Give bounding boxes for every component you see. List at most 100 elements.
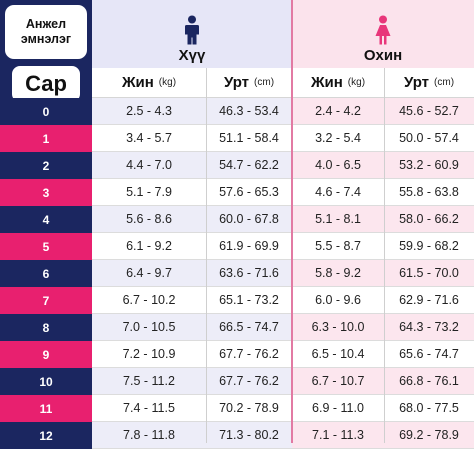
month-cell: 9 (0, 341, 92, 368)
month-cell: 6 (0, 260, 92, 287)
girl-height-cell: 64.3 - 73.2 (384, 314, 474, 341)
girl-weight-cell: 4.6 - 7.4 (292, 179, 384, 206)
boy-height-unit: (cm) (254, 77, 275, 88)
month-cell: 8 (0, 314, 92, 341)
table-row: 12 7.8 - 11.8 71.3 - 80.2 7.1 - 11.3 69.2 - … (0, 422, 474, 449)
table-row: 6 6.4 - 9.7 63.6 - 71.6 5.8 - 9.2 61.5 - 70.… (0, 260, 474, 287)
boy-height-cell: 54.7 - 62.2 (206, 152, 292, 179)
table-row: 2 4.4 - 7.0 54.7 - 62.2 4.0 - 6.5 53.2 - 60.… (0, 152, 474, 179)
boy-height-cell: 67.7 - 76.2 (206, 368, 292, 395)
table-row: 10 7.5 - 11.2 67.7 - 76.2 6.7 - 10.7 66.8 - … (0, 368, 474, 395)
girl-weight-cell: 3.2 - 5.4 (292, 125, 384, 152)
boy-weight-header: Жин (kg) (92, 68, 206, 98)
month-cell: 4 (0, 206, 92, 233)
boy-height-title: Урт (223, 74, 250, 91)
girl-weight-cell: 6.0 - 9.6 (292, 287, 384, 314)
month-cell: 7 (0, 287, 92, 314)
boy-weight-cell: 6.4 - 9.7 (92, 260, 206, 287)
boy-icon (185, 15, 199, 45)
boy-height-cell: 46.3 - 53.4 (206, 98, 292, 125)
boy-weight-cell: 5.1 - 7.9 (92, 179, 206, 206)
clinic-title-box: Анжел эмнэлэг (5, 5, 87, 59)
column-divider (206, 68, 207, 443)
table-row: 5 6.1 - 9.2 61.9 - 69.9 5.5 - 8.7 59.9 - 68.… (0, 233, 474, 260)
girl-weight-cell: 2.4 - 4.2 (292, 98, 384, 125)
girl-weight-unit: (kg) (347, 77, 366, 88)
boy-height-cell: 67.7 - 76.2 (206, 341, 292, 368)
boy-height-cell: 71.3 - 80.2 (206, 422, 292, 449)
girl-height-title: Урт (403, 74, 430, 91)
girl-weight-cell: 5.1 - 8.1 (292, 206, 384, 233)
girl-weight-cell: 7.1 - 11.3 (292, 422, 384, 449)
month-header: Сар (12, 66, 80, 102)
table-row: 11 7.4 - 11.5 70.2 - 78.9 6.9 - 11.0 68.0 - … (0, 395, 474, 422)
girl-height-unit: (cm) (434, 77, 455, 88)
girl-icon (375, 15, 391, 45)
clinic-title-line1: Анжел (25, 17, 67, 31)
boy-weight-cell: 6.1 - 9.2 (92, 233, 206, 260)
girl-height-cell: 55.8 - 63.8 (384, 179, 474, 206)
girl-weight-cell: 6.9 - 11.0 (292, 395, 384, 422)
girl-height-cell: 66.8 - 76.1 (384, 368, 474, 395)
table-row: 9 7.2 - 10.9 67.7 - 76.2 6.5 - 10.4 65.6 - 7… (0, 341, 474, 368)
boy-height-cell: 60.0 - 67.8 (206, 206, 292, 233)
table-row: 4 5.6 - 8.6 60.0 - 67.8 5.1 - 8.1 58.0 - 66.… (0, 206, 474, 233)
boy-label: Хүү (178, 47, 206, 64)
month-cell: 3 (0, 179, 92, 206)
boy-weight-cell: 5.6 - 8.6 (92, 206, 206, 233)
girl-weight-cell: 4.0 - 6.5 (292, 152, 384, 179)
table-row: 1 3.4 - 5.7 51.1 - 58.4 3.2 - 5.4 50.0 - 57.… (0, 125, 474, 152)
boy-weight-cell: 7.5 - 11.2 (92, 368, 206, 395)
girl-weight-cell: 5.5 - 8.7 (292, 233, 384, 260)
boy-height-header: Урт (cm) (206, 68, 292, 98)
boy-header: Хүү (92, 0, 292, 68)
month-cell: 1 (0, 125, 92, 152)
girl-height-cell: 53.2 - 60.9 (384, 152, 474, 179)
boy-height-cell: 63.6 - 71.6 (206, 260, 292, 287)
girl-height-cell: 69.2 - 78.9 (384, 422, 474, 449)
column-divider (384, 68, 385, 443)
table-row: 7 6.7 - 10.2 65.1 - 73.2 6.0 - 9.6 62.9 - 71… (0, 287, 474, 314)
boy-weight-unit: (kg) (158, 77, 177, 88)
girl-height-cell: 61.5 - 70.0 (384, 260, 474, 287)
boy-weight-cell: 7.8 - 11.8 (92, 422, 206, 449)
girl-height-header: Урт (cm) (384, 68, 474, 98)
month-cell: 11 (0, 395, 92, 422)
clinic-title-line2: эмнэлэг (20, 32, 72, 46)
month-header-label: Сар (25, 71, 67, 96)
girl-height-cell: 45.6 - 52.7 (384, 98, 474, 125)
girl-height-cell: 62.9 - 71.6 (384, 287, 474, 314)
table-row: 3 5.1 - 7.9 57.6 - 65.3 4.6 - 7.4 55.8 - 63.… (0, 179, 474, 206)
girl-height-cell: 59.9 - 68.2 (384, 233, 474, 260)
girl-label: Охин (363, 47, 403, 64)
girl-height-cell: 65.6 - 74.7 (384, 341, 474, 368)
boy-weight-cell: 7.2 - 10.9 (92, 341, 206, 368)
boy-height-cell: 65.1 - 73.2 (206, 287, 292, 314)
month-cell: 12 (0, 422, 92, 449)
month-cell: 10 (0, 368, 92, 395)
gender-divider (291, 0, 293, 443)
girl-height-cell: 58.0 - 66.2 (384, 206, 474, 233)
month-cell: 2 (0, 152, 92, 179)
boy-height-cell: 66.5 - 74.7 (206, 314, 292, 341)
girl-height-cell: 50.0 - 57.4 (384, 125, 474, 152)
boy-weight-cell: 7.4 - 11.5 (92, 395, 206, 422)
girl-weight-cell: 5.8 - 9.2 (292, 260, 384, 287)
girl-weight-cell: 6.7 - 10.7 (292, 368, 384, 395)
boy-height-cell: 70.2 - 78.9 (206, 395, 292, 422)
table-row: 8 7.0 - 10.5 66.5 - 74.7 6.3 - 10.0 64.3 - 7… (0, 314, 474, 341)
month-cell: 5 (0, 233, 92, 260)
girl-header: Охин (292, 0, 474, 68)
table-row: 0 2.5 - 4.3 46.3 - 53.4 2.4 - 4.2 45.6 - 52.… (0, 98, 474, 125)
boy-weight-cell: 4.4 - 7.0 (92, 152, 206, 179)
boy-weight-cell: 6.7 - 10.2 (92, 287, 206, 314)
boy-height-cell: 51.1 - 58.4 (206, 125, 292, 152)
girl-weight-header: Жин (kg) (292, 68, 384, 98)
boy-weight-title: Жин (121, 74, 154, 91)
girl-weight-title: Жин (310, 74, 343, 91)
girl-weight-cell: 6.3 - 10.0 (292, 314, 384, 341)
girl-weight-cell: 6.5 - 10.4 (292, 341, 384, 368)
girl-height-cell: 68.0 - 77.5 (384, 395, 474, 422)
month-cell: 0 (0, 98, 92, 125)
